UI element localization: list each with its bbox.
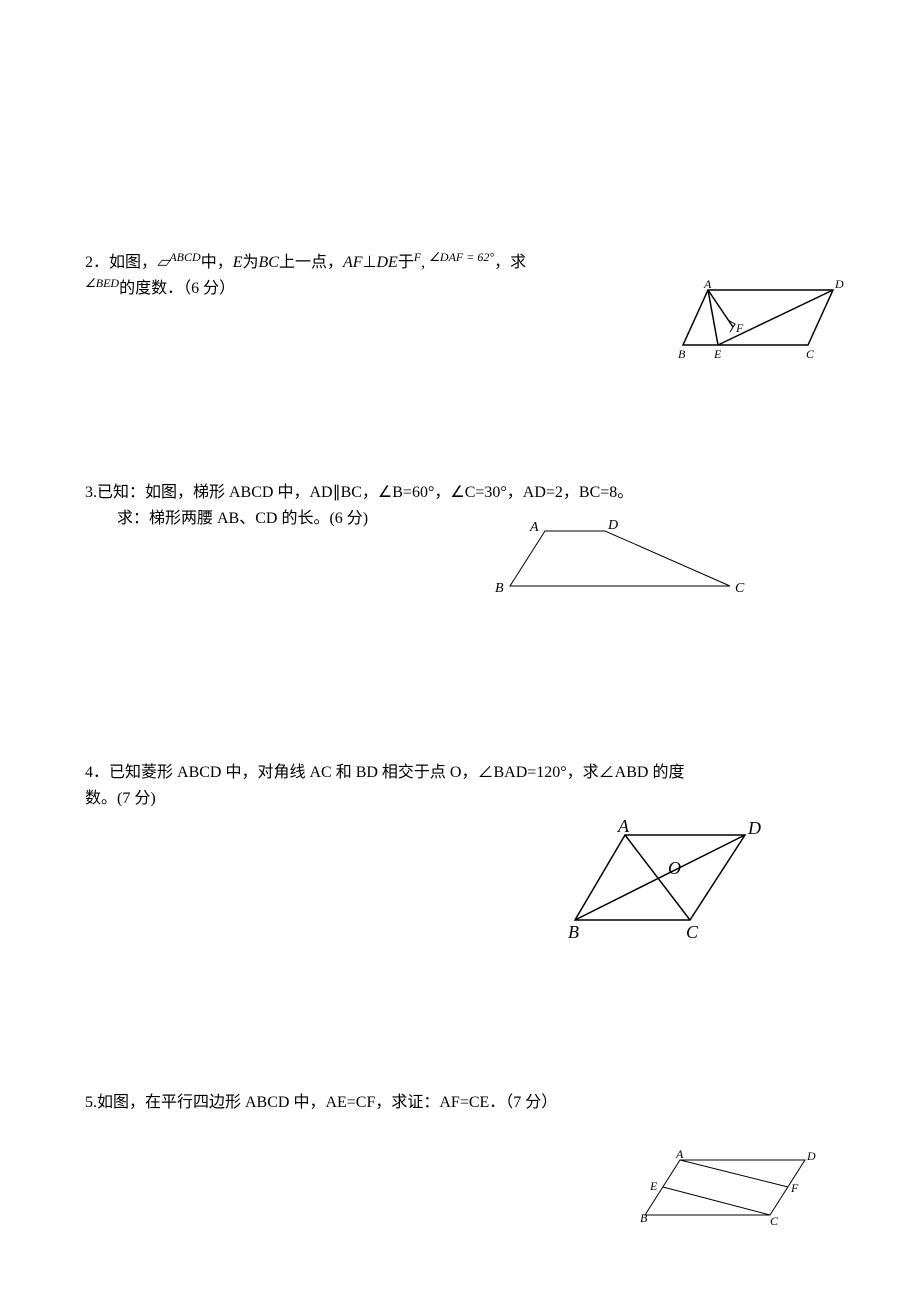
- text-frag: 的度数．（6 分）: [119, 280, 235, 297]
- label-a: A: [675, 1150, 684, 1161]
- angle-bed: ∠BED: [85, 276, 119, 290]
- line-af: [680, 1160, 788, 1187]
- label-a: A: [529, 520, 539, 535]
- rhombus-svg: A D B C O: [560, 820, 790, 950]
- problem-number: 3.: [85, 484, 97, 501]
- label-e: E: [713, 347, 722, 361]
- text-frag: 上一点，: [279, 254, 343, 271]
- comma: ,: [421, 254, 429, 271]
- label-a: A: [617, 820, 630, 836]
- de-label: DE: [376, 254, 397, 271]
- problem-3-figure: A D B C: [490, 516, 760, 611]
- label-c: C: [770, 1214, 779, 1228]
- text-frag: 于: [398, 254, 414, 271]
- shape-glyph: ▱: [157, 254, 169, 271]
- label-e: E: [649, 1179, 658, 1193]
- parallelogram-outline: [645, 1160, 805, 1215]
- text-frag: 中，: [201, 254, 233, 271]
- problem-4-figure: A D B C O: [560, 820, 790, 955]
- label-b: B: [678, 347, 686, 361]
- label-o: O: [668, 858, 681, 878]
- label-b: B: [640, 1211, 648, 1225]
- problem-4-text: 4．已知菱形 ABCD 中，对角线 AC 和 BD 相交于点 O，∠BAD=12…: [85, 760, 865, 811]
- problem-5: 5.如图，在平行四边形 ABCD 中，AE=CF，求证：AF=CE．（7 分）: [85, 1090, 865, 1116]
- line-ec: [663, 1187, 770, 1215]
- label-d: D: [834, 280, 844, 291]
- problem-2-figure: A D B C E F: [678, 280, 853, 370]
- p4-line2: 数。(7 分): [85, 790, 156, 807]
- perp-symbol: ⊥: [363, 254, 377, 271]
- p4-line1: 已知菱形 ABCD 中，对角线 AC 和 BD 相交于点 O，∠BAD=120°…: [109, 764, 684, 781]
- text-frag: ，求: [494, 254, 526, 271]
- parallelogram-outline: [683, 290, 833, 345]
- label-c: C: [735, 581, 745, 596]
- trapezoid-outline: [510, 531, 730, 586]
- parallelogram-svg: A D B C E F: [678, 280, 853, 365]
- f-label: F: [414, 250, 421, 264]
- p3-line1: 已知：如图，梯形 ABCD 中，AD∥BC，∠B=60°，∠C=30°，AD=2…: [97, 484, 633, 501]
- problem-5-text: 5.如图，在平行四边形 ABCD 中，AE=CF，求证：AF=CE．（7 分）: [85, 1090, 865, 1116]
- label-c: C: [686, 922, 699, 942]
- label-f: F: [735, 321, 744, 335]
- label-d: D: [747, 820, 761, 838]
- label-d: D: [607, 518, 618, 533]
- angle-daf: ∠DAF = 62°: [429, 250, 494, 264]
- label-f: F: [790, 1181, 799, 1195]
- label-a: A: [703, 280, 712, 291]
- text-frag: 为: [242, 254, 258, 271]
- problem-4: 4．已知菱形 ABCD 中，对角线 AC 和 BD 相交于点 O，∠BAD=12…: [85, 760, 865, 811]
- text-frag: 如图，: [109, 254, 157, 271]
- parallelogram-ef-svg: A D B C E F: [640, 1150, 830, 1235]
- problem-number: 2．: [85, 254, 109, 271]
- p5-line1: 如图，在平行四边形 ABCD 中，AE=CF，求证：AF=CE．（7 分）: [97, 1094, 557, 1111]
- problem-number: 5.: [85, 1094, 97, 1111]
- p3-line2: 求：梯形两腰 AB、CD 的长。(6 分): [117, 506, 368, 532]
- trapezoid-svg: A D B C: [490, 516, 760, 606]
- label-b: B: [568, 922, 579, 942]
- label-b: B: [495, 581, 504, 596]
- line-de: [718, 290, 833, 345]
- problem-5-figure: A D B C E F: [640, 1150, 830, 1240]
- label-d: D: [806, 1150, 816, 1163]
- af-label: AF: [343, 254, 363, 271]
- bc-label: BC: [259, 254, 279, 271]
- problem-number: 4．: [85, 764, 109, 781]
- abcd-label: ABCD: [169, 250, 200, 264]
- label-c: C: [806, 347, 815, 361]
